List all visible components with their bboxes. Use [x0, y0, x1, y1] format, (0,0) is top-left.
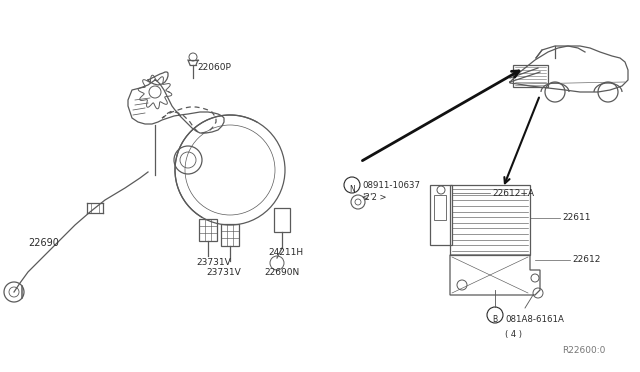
- Text: B: B: [492, 314, 497, 324]
- Text: 22612: 22612: [572, 256, 600, 264]
- Text: 22612+A: 22612+A: [492, 189, 534, 198]
- Text: 22690N: 22690N: [264, 268, 300, 277]
- Text: ( 4 ): ( 4 ): [505, 330, 522, 339]
- Text: 23731V: 23731V: [196, 258, 231, 267]
- Text: < 2 >: < 2 >: [362, 193, 387, 202]
- Text: R22600:0: R22600:0: [562, 346, 605, 355]
- Text: 23731V: 23731V: [206, 268, 241, 277]
- Text: 081A8-6161A: 081A8-6161A: [505, 315, 564, 324]
- Text: 24211H: 24211H: [268, 248, 303, 257]
- Text: '2': '2': [362, 193, 372, 202]
- Text: N: N: [349, 185, 355, 193]
- Text: 08911-10637: 08911-10637: [362, 181, 420, 190]
- Text: 22690: 22690: [28, 238, 59, 248]
- Text: 22611: 22611: [562, 214, 591, 222]
- Text: 22060P: 22060P: [197, 63, 231, 72]
